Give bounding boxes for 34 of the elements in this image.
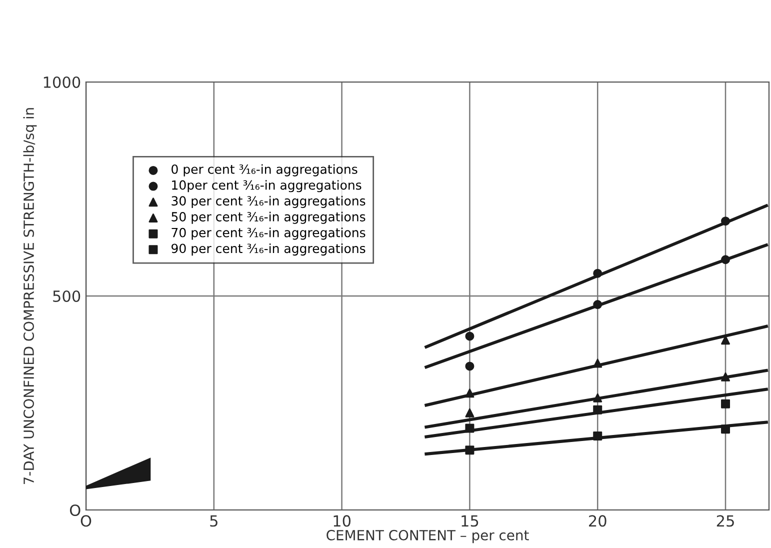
point — [465, 388, 474, 398]
y-tick-label: 1000 — [44, 76, 80, 88]
point — [721, 255, 730, 264]
y-axis-title: 7-DAY UNCONFINED COMPRESSIVE STRENGTH-lb/sq in — [23, 108, 37, 484]
point — [721, 424, 730, 434]
x-tick-label: O — [80, 515, 92, 527]
legend-label: 30 per cent ³⁄₁₆-in aggregations — [172, 196, 366, 208]
point — [593, 358, 602, 368]
legend-label: 10per cent ³⁄₁₆-in aggregations — [172, 180, 362, 192]
x-tick-label: 10 — [334, 515, 351, 527]
x-tick-label: 25 — [716, 515, 734, 527]
x-tick-label: 15 — [462, 515, 478, 527]
point — [593, 405, 602, 414]
x-tick-label: 20 — [589, 515, 606, 527]
point — [465, 424, 474, 433]
point — [593, 300, 602, 310]
legend-label: 90 per cent ³⁄₁₆-in aggregations — [172, 243, 366, 256]
legend-label: 50 per cent ³⁄₁₆-in aggregations — [172, 212, 366, 224]
point — [721, 216, 730, 226]
y-tick-label: 500 — [53, 290, 80, 302]
point — [721, 372, 730, 382]
point — [465, 408, 474, 418]
legend-label: 0 per cent ³⁄₁₆-in aggregations — [172, 164, 358, 176]
x-axis-title: CEMENT CONTENT – per cent — [326, 530, 529, 544]
point — [465, 362, 474, 371]
point — [465, 332, 474, 341]
point — [593, 431, 602, 440]
point — [593, 393, 602, 402]
point — [465, 446, 474, 455]
point — [721, 399, 730, 408]
y-tick-label: O — [70, 504, 80, 516]
point — [593, 268, 602, 278]
x-tick-label: 5 — [210, 515, 218, 527]
legend-label: 70 per cent ³⁄₁₆-in aggregations — [172, 228, 366, 240]
